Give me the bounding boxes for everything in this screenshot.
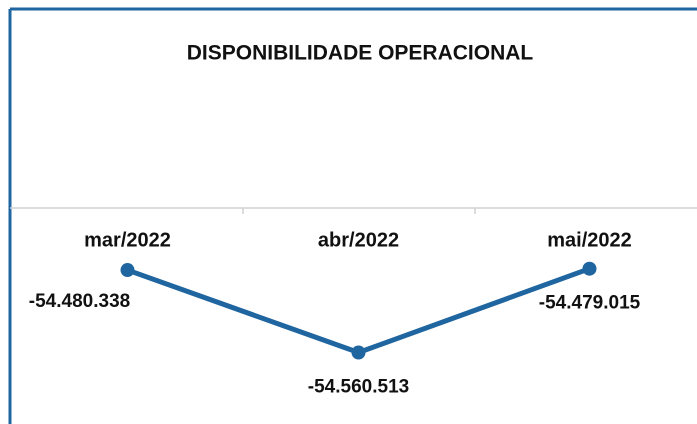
point [582,261,597,276]
data-label: -54.480.338 [29,291,130,312]
x-tick-label: mar/2022 [84,229,171,251]
point [351,345,366,360]
x-tick-label: mai/2022 [547,229,632,251]
data-label: -54.560.513 [308,377,409,398]
point [120,263,135,278]
line [126,266,591,356]
chart-title: DISPONIBILIDADE OPERACIONAL [187,42,534,65]
x-tick-label: abr/2022 [318,229,399,251]
data-label: -54.479.015 [539,293,641,314]
